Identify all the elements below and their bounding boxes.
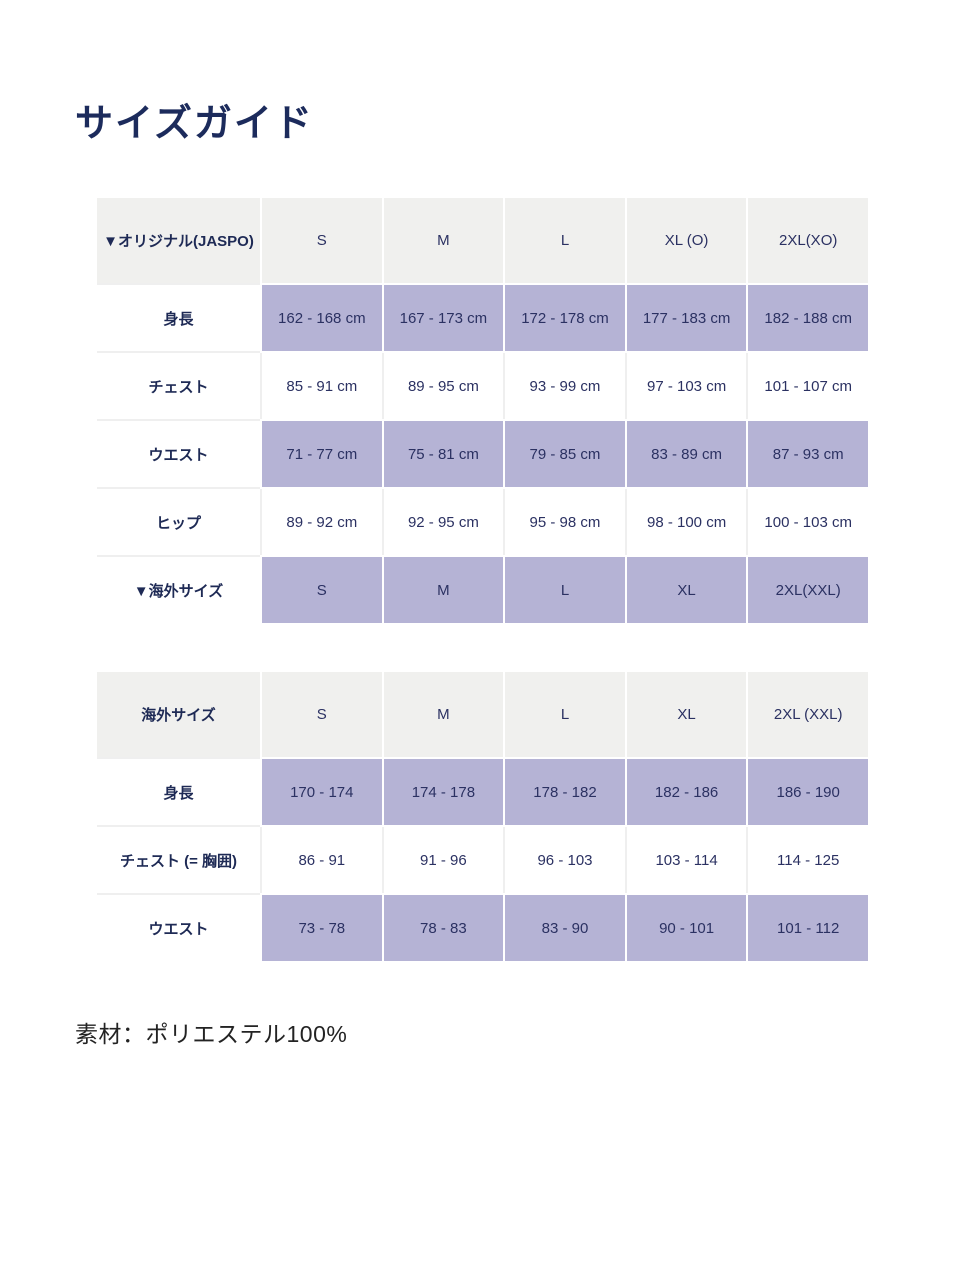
value-cell: 178 - 182 xyxy=(505,759,625,826)
column-header-m: M xyxy=(383,672,504,758)
value-cell: 114 - 125 xyxy=(748,827,868,894)
value-cell: 89 - 92 cm xyxy=(262,489,382,556)
column-header-xl: XL xyxy=(626,672,747,758)
value-cell: 91 - 96 xyxy=(383,827,504,894)
row-label-chest: チェスト xyxy=(97,353,260,420)
value-cell: S xyxy=(262,557,382,624)
value-cell: 167 - 173 cm xyxy=(383,285,504,352)
value-cell: 182 - 186 xyxy=(626,759,747,826)
value-cell: 83 - 90 xyxy=(505,895,625,962)
column-header-2xl: 2XL (XXL) xyxy=(748,672,868,758)
value-cell: 73 - 78 xyxy=(262,895,382,962)
value-cell: 93 - 99 cm xyxy=(505,353,625,420)
value-cell: 79 - 85 cm xyxy=(505,421,625,488)
value-cell: 182 - 188 cm xyxy=(748,285,868,352)
column-header-m: M xyxy=(383,198,504,284)
value-cell: 177 - 183 cm xyxy=(626,285,747,352)
value-cell: 172 - 178 cm xyxy=(505,285,625,352)
value-cell: 92 - 95 cm xyxy=(383,489,504,556)
value-cell: 162 - 168 cm xyxy=(262,285,382,352)
value-cell: 97 - 103 cm xyxy=(626,353,747,420)
value-cell: 170 - 174 xyxy=(262,759,382,826)
table-header-label: 海外サイズ xyxy=(97,672,260,758)
row-label-height: 身長 xyxy=(97,285,260,352)
value-cell: 86 - 91 xyxy=(262,827,382,894)
value-cell: 89 - 95 cm xyxy=(383,353,504,420)
value-cell: 2XL(XXL) xyxy=(748,557,868,624)
value-cell: 75 - 81 cm xyxy=(383,421,504,488)
value-cell: 103 - 114 xyxy=(626,827,747,894)
value-cell: L xyxy=(505,557,625,624)
value-cell: 71 - 77 cm xyxy=(262,421,382,488)
row-label-waist: ウエスト xyxy=(97,421,260,488)
value-cell: XL xyxy=(626,557,747,624)
value-cell: 95 - 98 cm xyxy=(505,489,625,556)
size-table-original-jaspo: ▼オリジナル(JASPO) S M L XL (O) 2XL(XO) 身長 16… xyxy=(97,198,868,624)
table-header-label: ▼オリジナル(JASPO) xyxy=(97,198,260,284)
value-cell: 85 - 91 cm xyxy=(262,353,382,420)
value-cell: 100 - 103 cm xyxy=(748,489,868,556)
column-header-s: S xyxy=(262,198,382,284)
page-title: サイズガイド xyxy=(75,103,314,145)
value-cell: 98 - 100 cm xyxy=(626,489,747,556)
value-cell: 101 - 112 xyxy=(748,895,868,962)
value-cell: 101 - 107 cm xyxy=(748,353,868,420)
size-table-overseas: 海外サイズ S M L XL 2XL (XXL) 身長 170 - 174 17… xyxy=(97,672,868,962)
row-label-chest: チェスト (= 胸囲) xyxy=(97,827,260,894)
column-header-2xl: 2XL(XO) xyxy=(748,198,868,284)
row-label-overseas-size: ▼海外サイズ xyxy=(97,557,260,624)
value-cell: 90 - 101 xyxy=(626,895,747,962)
column-header-l: L xyxy=(505,672,625,758)
row-label-hip: ヒップ xyxy=(97,489,260,556)
row-label-height: 身長 xyxy=(97,759,260,826)
row-label-waist: ウエスト xyxy=(97,895,260,962)
value-cell: 174 - 178 xyxy=(383,759,504,826)
value-cell: 78 - 83 xyxy=(383,895,504,962)
value-cell: M xyxy=(383,557,504,624)
value-cell: 96 - 103 xyxy=(505,827,625,894)
column-header-l: L xyxy=(505,198,625,284)
value-cell: 87 - 93 cm xyxy=(748,421,868,488)
column-header-xl: XL (O) xyxy=(626,198,747,284)
value-cell: 186 - 190 xyxy=(748,759,868,826)
column-header-s: S xyxy=(262,672,382,758)
value-cell: 83 - 89 cm xyxy=(626,421,747,488)
material-note: 素材：ポリエステル100% xyxy=(75,1021,348,1048)
